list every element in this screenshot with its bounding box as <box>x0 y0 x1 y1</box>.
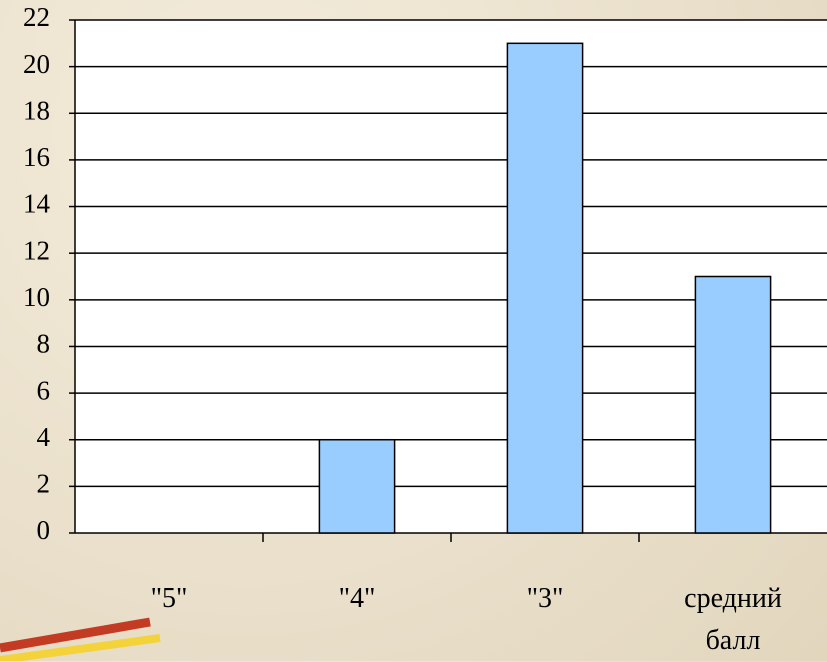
x-tick-label: "5" <box>150 583 188 614</box>
y-tick-label: 2 <box>37 469 51 499</box>
y-tick-label: 6 <box>37 375 51 405</box>
x-tick-label: "3" <box>526 583 564 614</box>
y-tick-label: 20 <box>23 49 50 79</box>
x-tick-label: средний балл <box>684 583 782 656</box>
bar <box>318 438 396 534</box>
y-tick-label: 14 <box>23 189 51 219</box>
y-tick-label: 10 <box>23 282 50 312</box>
y-tick-label: 12 <box>23 235 50 265</box>
bar <box>506 42 584 534</box>
y-tick-label: 4 <box>37 422 51 452</box>
x-tick-label: "4" <box>338 583 376 614</box>
y-tick-label: 8 <box>37 329 51 359</box>
bar <box>694 275 772 534</box>
pencils <box>0 617 161 661</box>
y-tick-label: 0 <box>37 515 51 545</box>
y-tick-label: 22 <box>23 2 50 32</box>
y-tick-label: 18 <box>23 95 50 125</box>
pencil-red <box>0 617 151 653</box>
pencil-yellow <box>0 634 161 661</box>
y-tick-label: 16 <box>23 142 50 172</box>
